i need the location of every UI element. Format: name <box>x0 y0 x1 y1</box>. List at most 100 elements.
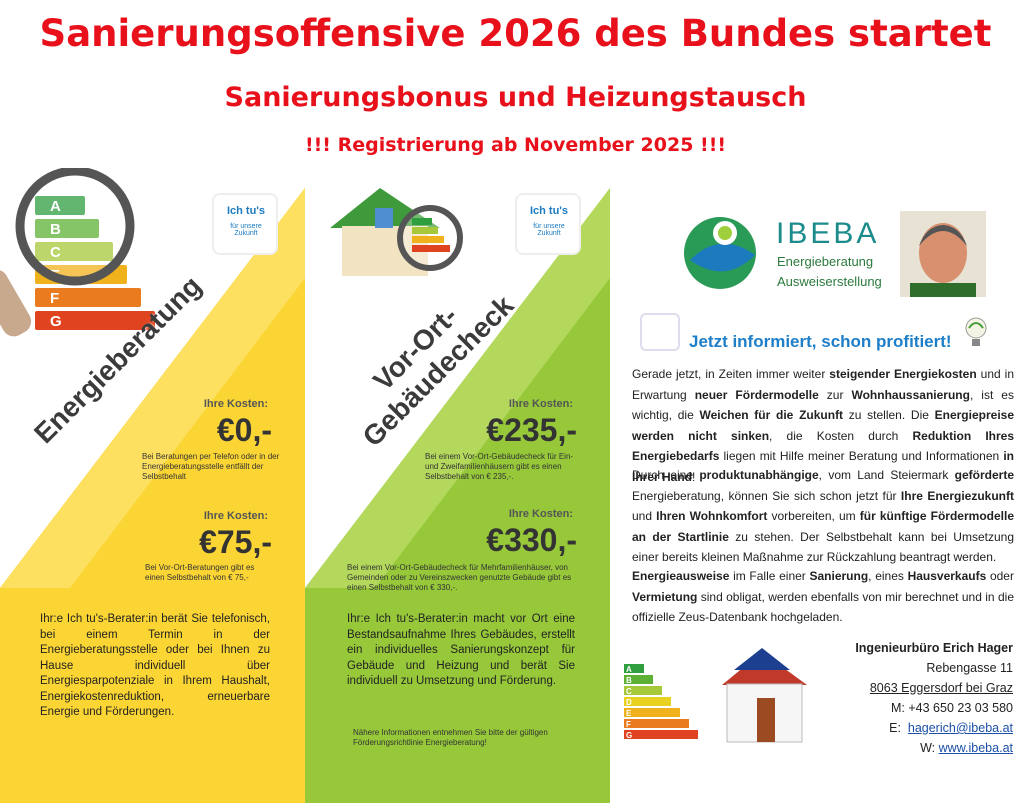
scale-letter: G <box>50 313 62 330</box>
cost-label: Ihre Kosten: <box>203 398 268 410</box>
text-run: und <box>632 509 657 523</box>
scale-letter: C <box>50 244 61 261</box>
web-label: W: <box>920 741 936 755</box>
text-run: Sanierung <box>809 569 869 583</box>
scale-bar <box>624 697 671 706</box>
text-run: im Falle einer <box>729 569 810 583</box>
scale-bar <box>624 686 662 695</box>
scale-mini <box>412 245 450 252</box>
contact-phone: M: +43 650 23 03 580 <box>891 701 1013 715</box>
text-run: , die Kosten durch <box>769 428 913 443</box>
company-name: IBEBA <box>776 217 880 250</box>
cost-price: €235,- <box>486 412 577 448</box>
text-run: Vermietung <box>632 589 698 604</box>
scale-bar <box>35 219 99 238</box>
text-run: steigender Energiekosten <box>829 367 977 381</box>
scale-bar <box>624 664 644 673</box>
text-run: neuer Fördermodelle <box>694 387 819 402</box>
scale-mini <box>412 236 444 243</box>
text-run: produktunabhängige <box>699 468 819 482</box>
scale-letter: F <box>626 720 631 729</box>
text-run: Wohnhaussanierung <box>851 387 970 402</box>
text-run: Durch eine <box>632 468 700 482</box>
energy-scale: ABCEFG <box>35 196 155 330</box>
text-run: in Ihrer Hand <box>632 449 1014 484</box>
scale-bar <box>35 288 141 307</box>
text-run: zu stehen. Der Selbstbehalt kann bei Ums… <box>632 529 1014 565</box>
tagline: Ausweiserstellung <box>777 274 882 289</box>
scale-mini <box>412 227 438 234</box>
text-run: Reduktion Ihres Energiebedarfs <box>632 428 1015 464</box>
text-run: , eines <box>868 569 908 583</box>
scale-letter: G <box>626 731 632 740</box>
cost-label: Ihre Kosten: <box>508 398 573 410</box>
cost-note: Bei einem Vor-Ort-Gebäudecheck für Ein- … <box>425 452 574 481</box>
badge: Ich tu's für unsere Zukunft <box>515 193 581 255</box>
text-run: Energiepreise werden nicht sinken <box>632 408 1014 443</box>
house-window <box>375 208 393 228</box>
panel-body: Ihr:e Ich tu's-Berater:in berät Sie tele… <box>40 613 270 718</box>
portrait <box>900 211 986 297</box>
text-run: Ihre Energiezukunft <box>900 488 1014 503</box>
web-link[interactable]: www.ibeba.at <box>938 741 1013 755</box>
green-light <box>305 188 610 588</box>
scale-letter: F <box>50 290 59 307</box>
paragraph: Energieausweise im Falle einer Sanierung… <box>632 566 1014 628</box>
subtitle: Sanierungsbonus und Heizungstausch <box>224 82 807 113</box>
text-run: , vom Land Steiermark <box>818 468 955 482</box>
notice: !!! Registrierung ab November 2025 !!! <box>304 134 727 156</box>
cost-price: €0,- <box>216 412 272 448</box>
scale-mini <box>412 218 432 225</box>
footnote: Nähere Informationen entnehmen Sie bitte… <box>353 728 548 747</box>
cost-price: €330,- <box>486 522 577 558</box>
scale-letter: D <box>626 698 632 707</box>
panel-backgrounds: ABCEFG <box>0 168 610 803</box>
text-run: Energieausweise <box>632 569 730 583</box>
contact-email-row: E: hagerich@ibeba.at <box>889 718 1013 738</box>
text-run: und in Erwartung <box>632 367 1014 402</box>
headline: Jetzt informiert, schon profitiert! <box>689 332 952 351</box>
cost-price: €75,- <box>199 524 272 560</box>
text-run: liegen mit Hilfe meiner Beratung und Inf… <box>719 449 1004 463</box>
contact-web-row: W: www.ibeba.at <box>920 738 1013 758</box>
email-link[interactable]: hagerich@ibeba.at <box>907 721 1013 735</box>
paragraph: Durch eine produktunabhängige, vom Land … <box>632 465 1014 568</box>
cost-label: Ihre Kosten: <box>203 510 268 522</box>
text-run: Energieberatung, können Sie sich schon j… <box>632 488 901 503</box>
text-run: Hausverkaufs <box>907 569 987 583</box>
text-run: vorbereiten, um <box>767 509 860 523</box>
yellow-light <box>0 188 305 588</box>
scale-letter: A <box>50 198 61 215</box>
text-run: Weichen für die Zukunft <box>699 408 844 422</box>
hand <box>0 269 32 337</box>
text-run: für künftige Fördermodelle an der Startl… <box>632 509 1014 544</box>
badge-line: für unsere Zukunft <box>533 223 565 237</box>
contact-city: 8063 Eggersdorf bei Graz <box>869 681 1013 695</box>
scale-bar <box>624 719 689 728</box>
cost-note: Bei Vor-Ort-Beratungen gibt es einen Sel… <box>145 563 255 582</box>
paragraph: Gerade jetzt, in Zeiten immer weiter ste… <box>632 364 1014 487</box>
scale-bar <box>624 708 680 717</box>
text-run: Ihren Wohnkomfort <box>656 509 768 523</box>
badge: Ich tu's für unsere Zukunft <box>212 193 278 255</box>
text-run: ! <box>692 469 696 484</box>
scale-letter: B <box>50 221 61 238</box>
email-label: E: <box>889 721 901 735</box>
scale-letter: C <box>626 687 632 696</box>
tagline: Energieberatung <box>777 254 874 269</box>
scale-bar <box>35 196 85 215</box>
contact-name: Ingenieurbüro Erich Hager <box>855 641 1013 655</box>
text-run: zur <box>818 387 852 402</box>
title: Sanierungsoffensive 2026 des Bundes star… <box>39 12 992 55</box>
scale-bar <box>35 311 155 330</box>
cost-note: Bei Beratungen per Telefon oder in der E… <box>142 452 280 481</box>
scale-letter: B <box>626 676 632 685</box>
contact-street: Rebengasse 11 <box>926 661 1013 675</box>
scale-letter: A <box>626 665 632 674</box>
cost-label: Ihre Kosten: <box>508 508 573 520</box>
scale-bar <box>35 242 113 261</box>
text-run: , ist es wichtig, die <box>632 387 1014 423</box>
